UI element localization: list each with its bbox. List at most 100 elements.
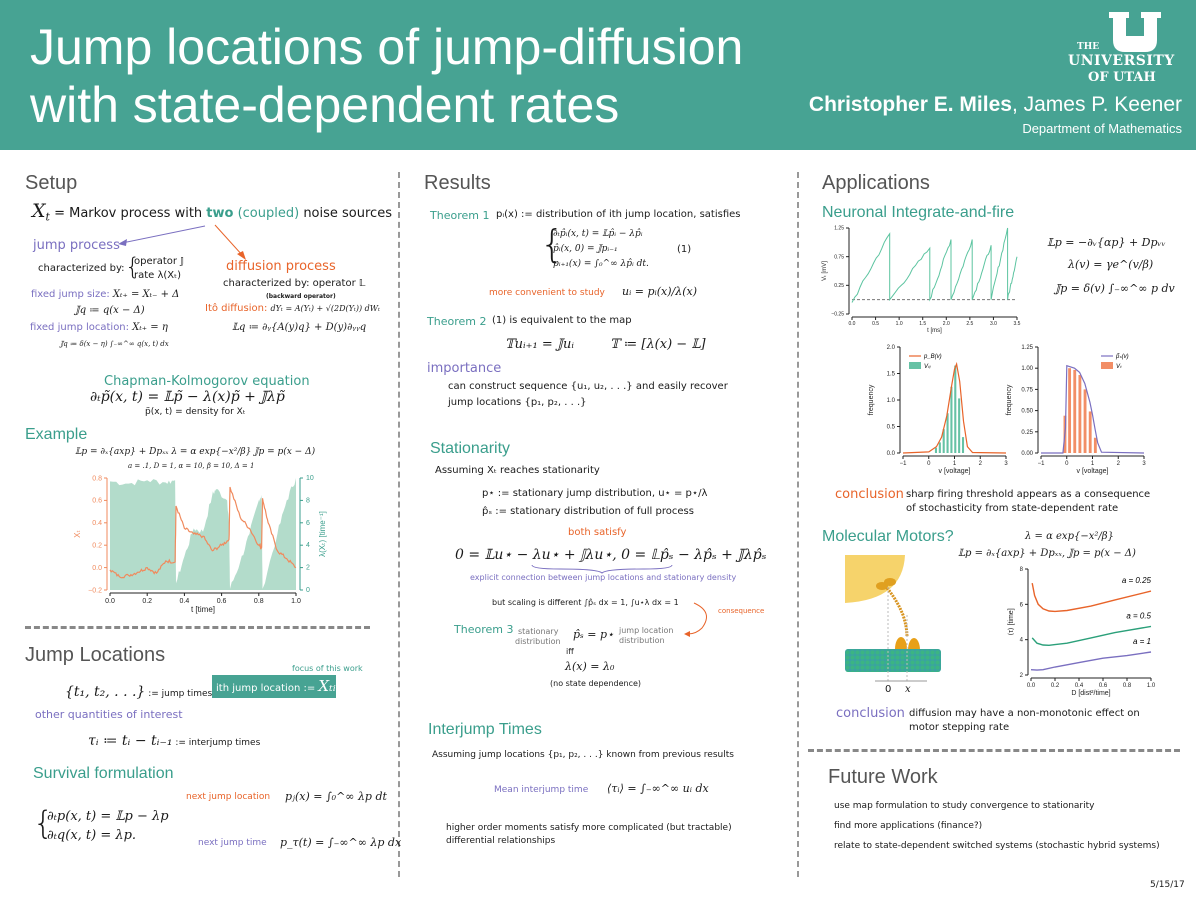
y-tick-label: 1.25 [834, 226, 844, 232]
example-trajectory-chart: 0.0 0.2 0.4 0.6 0.8 1.0−0.20.00.20.40.60.8t [… [73, 475, 327, 614]
box-eq: Xₜᵢ [318, 677, 336, 695]
x-axis-label: v [voltage] [939, 468, 971, 475]
underbrace-icon [531, 564, 673, 574]
series-line [1030, 651, 1152, 671]
importance-line-2: jump locations {p₁, p₂, . . .} [448, 397, 587, 408]
setup-arrows-icon [118, 224, 246, 260]
scaling-note: but scaling is different ∫p̂ₛ dx = 1, ∫u… [492, 598, 679, 607]
y-tick-label: 4 [1020, 638, 1024, 644]
survival-heading: Survival formulation [33, 765, 174, 782]
theorem-3-label: Theorem 3 [454, 623, 514, 636]
x-tick-label: 0 [1065, 461, 1069, 467]
fixed-jump-location: fixed jump location: Xₜ₊ = η [30, 322, 168, 333]
histogram-bar [942, 429, 945, 453]
series-line [1031, 582, 1152, 613]
logo-university: UNIVERSITY [1068, 53, 1175, 69]
y-tick-label: 0.4 [92, 520, 102, 527]
x-tick-label: 0.6 [1099, 683, 1108, 689]
x-tick-label: 0.6 [217, 598, 227, 605]
conclusion-line-2: of stochasticity from state-dependent ra… [906, 503, 1119, 514]
jump-location-distribution-1: jump location [619, 626, 674, 635]
y-tick-label: 0.25 [1021, 430, 1033, 436]
authors: Christopher E. Miles, James P. Keener [809, 93, 1182, 117]
interjump-assume: Assuming jump locations {p₁, p₂, . . .} … [432, 750, 734, 760]
y-tick-label: 8 [1020, 567, 1024, 573]
higher-moments-1: higher order moments satisfy more compli… [446, 823, 732, 833]
box-label: ith jump location := [216, 683, 319, 694]
fixed-loc-op: 𝕁q ≔ δ(x − η) ∫₋∞^∞ q(x, t) dx [60, 340, 169, 348]
neuronal-eq-1: 𝕃p = −∂ᵥ{αp} + Dpᵥᵥ [1047, 236, 1166, 249]
legend-label: p̃ₛ(v) [1115, 354, 1129, 360]
right-y-axis-label: λ(Xₜ) [time⁻¹] [318, 511, 327, 557]
motor-axis-x: x [905, 684, 911, 695]
future-item: relate to state-dependent switched syste… [834, 841, 1160, 851]
neuronal-eq-2: λ(v) = γe^(v/β) [1068, 258, 1154, 271]
stationary-equations: 0 = 𝕃u⋆ − λu⋆ + 𝕁λu⋆, 0 = 𝕃p̂ₛ − λp̂ₛ + … [455, 547, 767, 563]
x-tick-label: 1.5 [919, 321, 926, 327]
x-tick-label: 3 [1142, 461, 1146, 467]
histogram-bar [934, 447, 938, 453]
y-tick-label: 0.0 [92, 565, 102, 572]
consequence-arrow-icon [684, 602, 707, 637]
example-params: a = .1, D = 1, α = 10, β = 10, Δ = 1 [128, 462, 255, 470]
iff: iff [566, 647, 574, 656]
header-banner [0, 0, 1196, 150]
focus-note: focus of this work [292, 664, 363, 673]
histogram-bar [1083, 389, 1087, 453]
applications-heading: Applications [822, 172, 930, 194]
x-tick-label: 0.0 [849, 321, 856, 327]
y-tick-label: −0.25 [831, 312, 844, 318]
x-tick-label: −1 [1038, 461, 1046, 467]
x-axis-label: D [dist²/time] [1071, 690, 1110, 697]
fixed-loc-label: fixed jump location: [30, 322, 130, 333]
interjump-definition: τᵢ ≔ tᵢ − tᵢ₋₁ := interjump times [88, 730, 260, 749]
x-tick-label: 3.5 [1014, 321, 1021, 327]
rate-area [110, 478, 296, 590]
ito-eq: dYₜ = A(Yₜ) + √(2D(Yₜ)) dWₜ [270, 304, 380, 313]
jump-locations-heading: Jump Locations [25, 644, 166, 666]
histogram-bar [958, 398, 961, 453]
convenient-label: more convenient to study [489, 288, 605, 298]
stationary-distribution-1: stationary [518, 627, 559, 636]
x-tick-label: 0.2 [142, 598, 152, 605]
y-tick-label: 0.25 [834, 283, 844, 289]
mean-interjump-label: Mean interjump time [494, 785, 589, 795]
convenient-eq: uᵢ = pᵢ(x)/λ(x) [622, 285, 698, 298]
x-tick-label: 3 [1004, 461, 1008, 467]
brace: { [125, 253, 141, 281]
x-tick-label: 3.0 [990, 321, 997, 327]
fixed-size-op: 𝕁q ≔ q(x − Δ) [75, 305, 145, 316]
y-tick-label: 0.5 [887, 425, 896, 431]
theorem-1-eq-2: p̂ᵢ(x, 0) = 𝕁pᵢ₋₁ [553, 244, 618, 254]
y-tick-label: 0.8 [92, 475, 102, 482]
x-tick-label: 2.5 [966, 321, 973, 327]
y-tick-label: 2 [1020, 673, 1024, 679]
x-tick-label: 0.5 [872, 321, 879, 327]
date: 5/15/17 [1150, 880, 1185, 890]
y-tick-label: 2.0 [887, 345, 896, 351]
y-tick-label: 6 [1020, 602, 1024, 608]
right-y-tick-label: 8 [306, 497, 310, 504]
logo-of-utah: OF UTAH [1088, 70, 1156, 85]
motors-heading: Molecular Motors? [822, 528, 954, 545]
intro-two: two [206, 206, 234, 221]
mean-interjump-time-chart: 0.0 0.2 0.4 0.6 0.8 1.0 2 4 6 8 D [dist²/time] ⟨τ⟩ … [1007, 567, 1156, 697]
histogram-bar [954, 365, 957, 453]
theorem-2-eq-1: 𝕋uᵢ₊₁ = 𝕁uᵢ [505, 337, 575, 352]
x-tick-label: 1 [1091, 461, 1095, 467]
x-tick-label: 2 [979, 461, 983, 467]
histogram-bar [1068, 368, 1072, 453]
poster-title: Jump locations of jump-diffusion with st… [30, 18, 743, 134]
title-line-1: Jump locations of jump-diffusion [30, 19, 744, 75]
right-y-tick-label: 10 [306, 475, 314, 482]
higher-moments-2: differential relationships [446, 836, 556, 846]
intro-text: = Markov process with [49, 206, 207, 221]
equation-number: (1) [677, 244, 692, 255]
theorem-2-eq-2: 𝕋 ≔ [λ(x) − 𝕃] [610, 337, 706, 352]
mean-interjump-eq: ⟨τᵢ⟩ = ∫₋∞^∞ uᵢ dx [607, 782, 709, 795]
xt-symbol: X [32, 200, 46, 222]
conclusion-label: conclusion [835, 487, 904, 502]
author-other: , James P. Keener [1011, 93, 1182, 116]
future-work-heading: Future Work [828, 766, 938, 788]
